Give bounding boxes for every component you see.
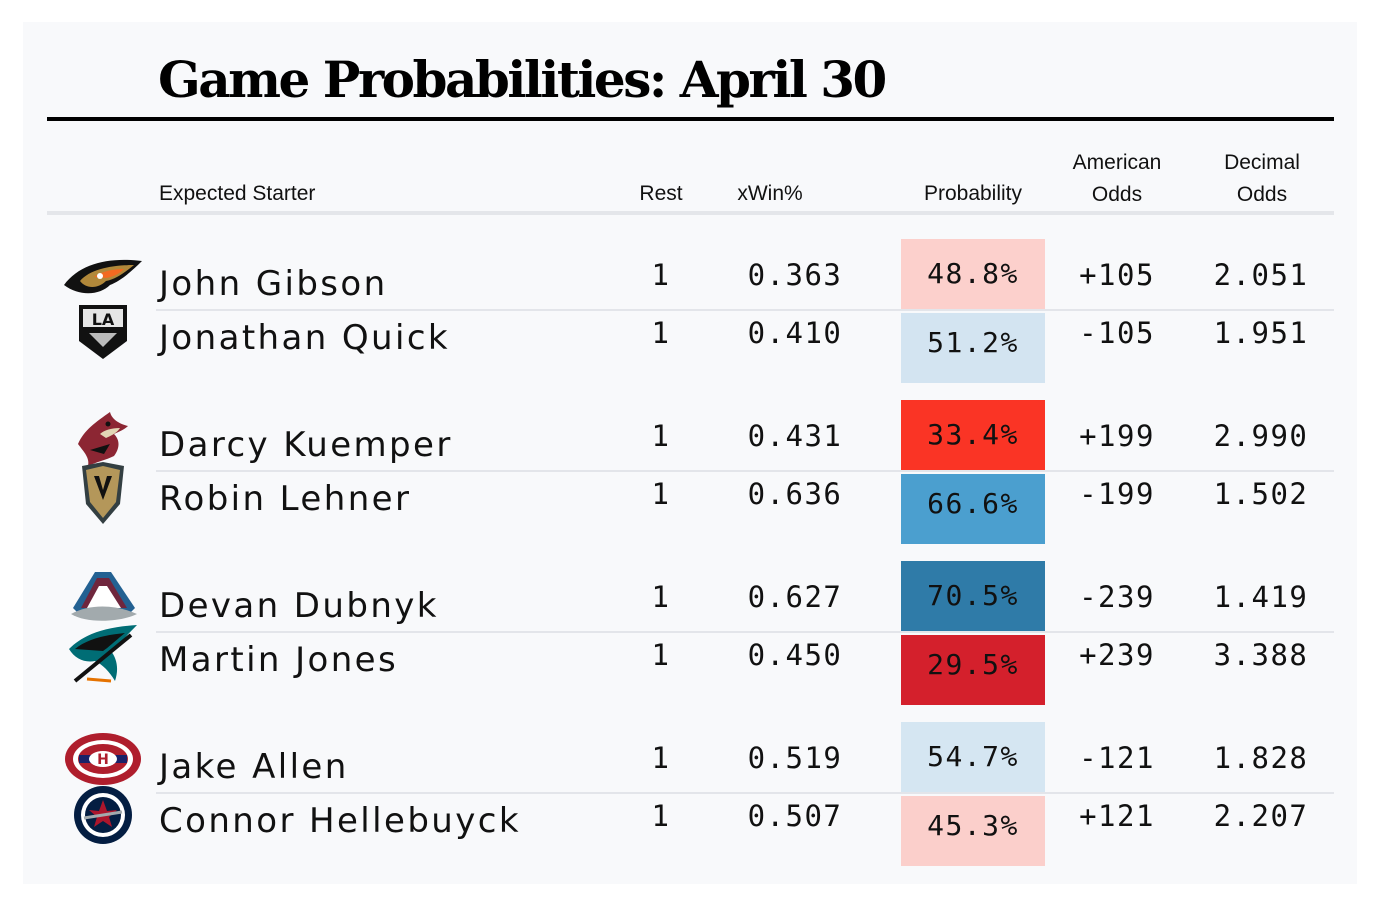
sharks-icon: [60, 625, 146, 683]
probability-cell: 66.6%: [901, 474, 1045, 544]
american-odds-value: +105: [1079, 258, 1155, 292]
golden-knights-icon: [60, 462, 146, 524]
decimal-odds-value: 2.207: [1213, 799, 1309, 833]
probability-cell: 33.4%: [901, 400, 1045, 470]
probability-cell: 54.7%: [901, 722, 1045, 792]
xwin-value: 0.450: [747, 638, 843, 672]
page-title: Game Probabilities: April 30: [158, 50, 887, 109]
xwin-value: 0.431: [747, 419, 843, 453]
rest-value: 1: [651, 580, 671, 614]
starter-name: Darcy Kuemper: [159, 425, 453, 465]
xwin-value: 0.627: [747, 580, 843, 614]
title-divider: [47, 117, 1334, 121]
header-expected-starter: Expected Starter: [159, 182, 316, 205]
row-divider: [156, 470, 1334, 472]
header-american-odds-line2: Odds: [1091, 183, 1143, 206]
decimal-odds-value: 2.051: [1213, 258, 1309, 292]
american-odds-value: +199: [1079, 419, 1155, 453]
decimal-odds-value: 1.502: [1213, 477, 1309, 511]
xwin-value: 0.636: [747, 477, 843, 511]
starter-name: John Gibson: [159, 264, 388, 304]
header-divider: [47, 211, 1334, 215]
coyotes-icon: [60, 409, 146, 466]
svg-text:H: H: [97, 752, 109, 768]
starter-name: Connor Hellebuyck: [159, 801, 521, 841]
rest-value: 1: [651, 741, 671, 775]
probability-cell: 51.2%: [901, 313, 1045, 383]
header-probability: Probability: [923, 182, 1023, 205]
rest-value: 1: [651, 258, 671, 292]
row-divider: [156, 631, 1334, 633]
starter-name: Martin Jones: [159, 640, 399, 680]
starter-name: Jake Allen: [159, 747, 349, 787]
xwin-value: 0.507: [747, 799, 843, 833]
xwin-value: 0.519: [747, 741, 843, 775]
decimal-odds-value: 1.419: [1213, 580, 1309, 614]
header-xwin: xWin%: [737, 182, 803, 205]
american-odds-value: -105: [1079, 316, 1155, 350]
xwin-value: 0.410: [747, 316, 843, 350]
xwin-value: 0.363: [747, 258, 843, 292]
starter-name: Jonathan Quick: [159, 318, 451, 358]
probability-cell: 45.3%: [901, 796, 1045, 866]
decimal-odds-value: 2.990: [1213, 419, 1309, 453]
starter-name: Robin Lehner: [159, 479, 412, 519]
rest-value: 1: [651, 638, 671, 672]
american-odds-value: -199: [1079, 477, 1155, 511]
kings-icon: LA: [60, 304, 146, 360]
american-odds-value: +121: [1079, 799, 1155, 833]
header-decimal-odds-line1: Decimal: [1224, 151, 1300, 174]
row-divider: [156, 309, 1334, 311]
american-odds-value: -239: [1079, 580, 1155, 614]
probability-cell: 70.5%: [901, 561, 1045, 631]
row-divider: [156, 792, 1334, 794]
rest-value: 1: [651, 316, 671, 350]
american-odds-value: -121: [1079, 741, 1155, 775]
header-decimal-odds-line2: Odds: [1236, 183, 1288, 206]
decimal-odds-value: 3.388: [1213, 638, 1309, 672]
probability-cell: 29.5%: [901, 635, 1045, 705]
header-rest: Rest: [639, 182, 683, 205]
american-odds-value: +239: [1079, 638, 1155, 672]
header-american-odds-line1: American: [1072, 151, 1162, 174]
rest-value: 1: [651, 799, 671, 833]
decimal-odds-value: 1.828: [1213, 741, 1309, 775]
rest-value: 1: [651, 419, 671, 453]
probabilities-card: [23, 22, 1357, 884]
probability-cell: 48.8%: [901, 239, 1045, 309]
starter-name: Devan Dubnyk: [159, 586, 439, 626]
jets-icon: [60, 786, 146, 844]
avalanche-icon: [60, 570, 146, 626]
ducks-icon: [60, 248, 146, 304]
canadiens-icon: H: [60, 731, 146, 787]
svg-text:LA: LA: [92, 310, 115, 329]
rest-value: 1: [651, 477, 671, 511]
decimal-odds-value: 1.951: [1213, 316, 1309, 350]
